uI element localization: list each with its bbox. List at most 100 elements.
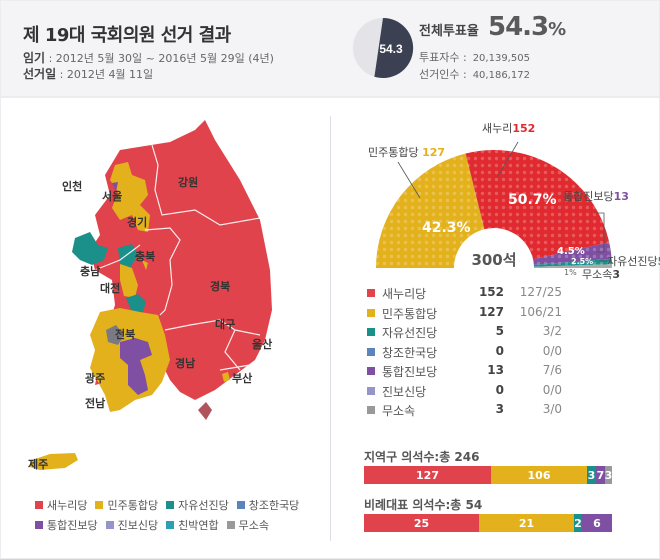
- party-seats: 127: [478, 304, 504, 319]
- turnout-unit: %: [548, 19, 566, 40]
- map-label: 울산: [252, 337, 272, 351]
- bar-seg-liberty-forward: 2: [574, 514, 582, 532]
- hemi-pct-democratic: 42.3%: [422, 220, 471, 236]
- header-panel: 제 19대 국회의원 선거 결과 임기 : 2012년 5월 30일 ~ 201…: [1, 1, 659, 96]
- turnout-pie: 54.3: [353, 17, 414, 78]
- legend-label: 무소속: [238, 519, 269, 532]
- electorate-stat: 선거인수 : 40,186,172: [419, 66, 530, 82]
- legend-item: 창조한국당: [236, 497, 299, 513]
- map-label: 서울: [102, 189, 122, 203]
- legend-label: 통합진보당: [47, 519, 98, 532]
- swatch-icon: [367, 289, 375, 297]
- swatch-icon: [226, 521, 235, 529]
- party-seats: 0: [495, 382, 504, 397]
- swatch-icon: [166, 521, 175, 529]
- legend-label: 민주통합당: [107, 499, 159, 512]
- swatch-icon: [367, 367, 375, 375]
- term-line: 임기 : 2012년 5월 30일 ~ 2016년 5월 29일 (4년): [23, 49, 274, 66]
- map-up-purple: [120, 338, 152, 395]
- voters-label: 투표자수 :: [419, 51, 467, 64]
- party-seats: 13: [487, 363, 504, 377]
- map-jeonbuk-independent: [106, 325, 124, 345]
- legend-item: 자유선진당: [166, 497, 229, 513]
- swatch-icon: [105, 521, 114, 529]
- party-name: 통합진보당: [382, 365, 438, 379]
- party-split: 3/2: [542, 324, 562, 338]
- map-label: 광주: [85, 372, 105, 385]
- bar-seg-saenuri: 25: [364, 514, 479, 532]
- map-label: 제주: [28, 457, 48, 471]
- hemi-label-up: 통합진보당13: [563, 190, 629, 203]
- voters-stat: 투표자수 : 20,139,505: [419, 49, 530, 65]
- map-label: 대구: [215, 317, 235, 331]
- table-row: 무소속 3 3/0: [364, 400, 584, 420]
- term-value: : 2012년 5월 30일 ~ 2016년 5월 29일 (4년): [48, 52, 274, 65]
- swatch-icon: [367, 347, 375, 356]
- table-row: 진보신당 0 0/0: [364, 381, 584, 401]
- swatch-icon: [35, 521, 43, 529]
- hemi-label-ind: 무소속3: [582, 268, 620, 280]
- bar-seg-democratic: 21: [479, 514, 574, 532]
- party-split: 3/0: [542, 402, 562, 416]
- korea-election-map: 인천 서울 경기 강원 충남 충북 대전 경북 대구 울산 전북 경남 광주 부…: [28, 120, 272, 471]
- map-label: 충남: [80, 264, 100, 278]
- page-title: 제 19대 국회의원 선거 결과: [23, 25, 231, 46]
- swatch-icon: [236, 501, 245, 509]
- party-seats: 0: [495, 343, 504, 358]
- legend-label: 새누리당: [47, 499, 88, 512]
- legend-item: 민주통합당: [95, 497, 158, 513]
- party-split: 106/21: [519, 304, 562, 319]
- map-label: 경남: [175, 356, 195, 370]
- table-row: 통합진보당 13 7/6: [364, 361, 584, 381]
- legend-label: 친박연합: [178, 519, 219, 532]
- hemi-label-saenuri: 새누리152: [482, 122, 535, 135]
- hemi-pct-saenuri: 50.7%: [508, 192, 557, 208]
- party-seats: 152: [478, 285, 504, 299]
- term-label: 임기: [23, 51, 46, 65]
- party-split: 0/0: [542, 382, 562, 397]
- election-label: 선거일: [23, 67, 57, 81]
- swatch-icon: [367, 406, 375, 414]
- legend-item: 새누리당: [35, 497, 87, 513]
- election-value: : 2012년 4월 11일: [59, 68, 154, 81]
- bar-seg-democratic: 106: [491, 466, 587, 484]
- bar-seg-liberty-forward: 3: [587, 466, 596, 484]
- election-date-line: 선거일 : 2012년 4월 11일: [23, 65, 153, 82]
- party-seats: 5: [495, 324, 504, 338]
- electorate-value: 40,186,172: [472, 70, 530, 81]
- seat-table: 새누리당 152 127/25 민주통합당 127 106/21 자유선진당 5 3/2 창…: [364, 283, 584, 420]
- map-label: 전북: [115, 327, 135, 341]
- map-legend-row-2: 통합진보당 진보신당 친박연합 무소속: [35, 517, 277, 533]
- hemi-pct-lf: 2.5%: [571, 257, 593, 266]
- party-split: 127/25: [519, 285, 562, 299]
- swatch-icon: [367, 386, 375, 395]
- hemi-pct-up: 4.5%: [557, 246, 585, 257]
- map-label: 부산: [232, 371, 252, 385]
- map-label: 인천: [62, 179, 82, 193]
- table-row: 새누리당 152 127/25: [364, 283, 584, 303]
- party-name: 진보신당: [382, 384, 427, 399]
- party-split: 7/6: [542, 363, 562, 377]
- party-name: 자유선진당: [382, 326, 438, 340]
- map-label: 강원: [178, 175, 198, 189]
- legend-item: 통합진보당: [35, 517, 98, 533]
- district-bar-title: 지역구 의석수:총 246: [364, 450, 480, 464]
- table-row: 자유선진당 5 3/2: [364, 322, 584, 342]
- legend-label: 자유선진당: [178, 499, 229, 512]
- panel-divider: [330, 116, 331, 541]
- party-name: 민주통합당: [382, 306, 438, 321]
- legend-item: 친박연합: [166, 517, 219, 533]
- proportional-stacked-bar: 25 21 2 6: [364, 514, 612, 532]
- swatch-icon: [95, 501, 104, 509]
- map-label: 경북: [210, 279, 230, 293]
- map-chungnam-teal: [72, 232, 108, 265]
- bar-seg-independent: 3: [605, 466, 612, 484]
- map-label: 경기: [127, 215, 147, 229]
- swatch-icon: [35, 501, 43, 509]
- map-legend-row-1: 새누리당 민주통합당 자유선진당 창조한국당: [35, 497, 307, 513]
- party-name: 창조한국당: [382, 345, 438, 360]
- legend-label: 진보신당: [117, 519, 159, 532]
- turnout-number: 54.3: [488, 12, 549, 42]
